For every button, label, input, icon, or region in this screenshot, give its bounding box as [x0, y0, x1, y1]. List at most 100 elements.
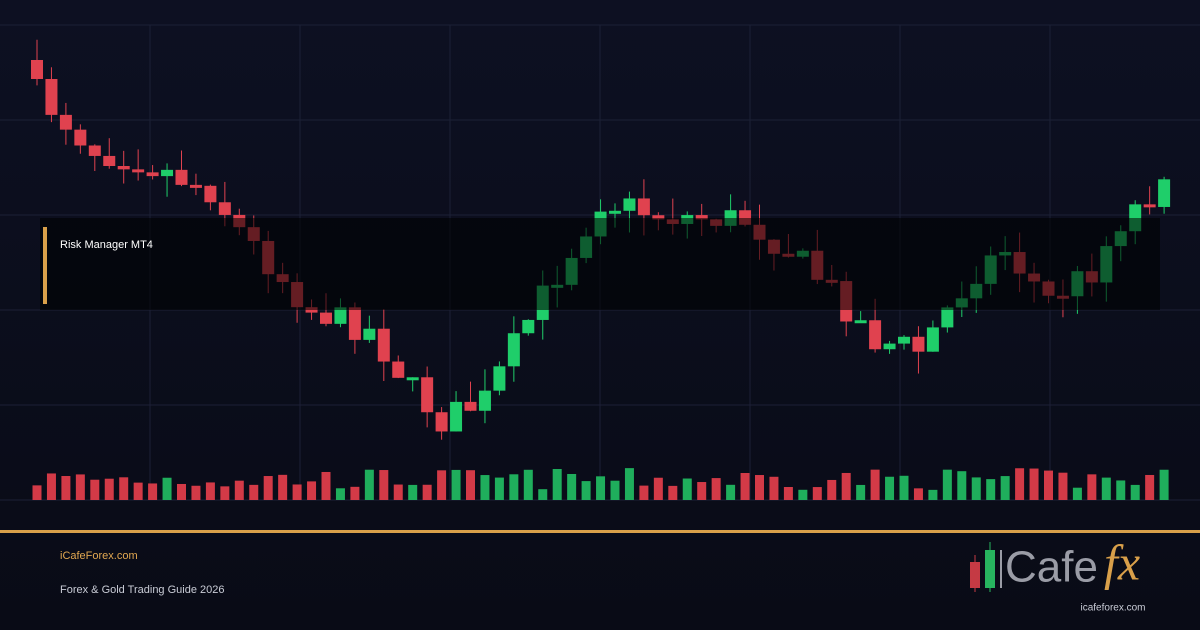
candle-body [161, 169, 174, 177]
candle-body [926, 327, 939, 352]
volume-bar [90, 479, 100, 500]
candle-body [941, 307, 954, 328]
candle-body [31, 60, 43, 80]
volume-bar [567, 473, 577, 500]
volume-bar [350, 486, 360, 500]
volume-bar [697, 482, 707, 500]
volume-bar [1159, 469, 1169, 500]
candle-body [377, 328, 390, 362]
candle-body [623, 198, 636, 211]
logo-stroke [1000, 550, 1002, 588]
volume-bar [75, 474, 85, 500]
volume-bar [928, 489, 938, 500]
volume-bar [1000, 476, 1010, 500]
volume-bar [119, 477, 129, 500]
volume-bar [523, 469, 533, 500]
overlay-panel [40, 218, 1160, 310]
candle-body [45, 79, 58, 115]
volume-bar [885, 476, 895, 500]
volume-bar [451, 469, 461, 500]
overlay-label: Risk Manager MT4 [60, 239, 153, 251]
volume-bar [249, 484, 259, 500]
volume-bar [1101, 477, 1111, 500]
logo-accent: fx [1104, 534, 1140, 590]
volume-bar [899, 475, 909, 500]
volume-bar [726, 484, 736, 500]
volume-bar [957, 471, 967, 500]
candle-body [464, 401, 477, 411]
candle-body [609, 210, 621, 214]
volume-bar [841, 472, 851, 500]
candle-body [348, 307, 361, 340]
candle-body [478, 390, 491, 411]
volume-bar [46, 473, 56, 500]
logo: Cafe fx icafeforex.com [970, 534, 1146, 614]
candle-body [883, 343, 896, 350]
candle-body [204, 185, 217, 203]
volume-bar [668, 485, 678, 500]
volume-bar [335, 488, 345, 500]
volume-bar [1116, 480, 1126, 500]
volume-bar [942, 469, 952, 500]
volume-bar [191, 485, 201, 500]
volume-bar [466, 470, 475, 500]
volume-bar [856, 484, 866, 500]
candle-body [117, 166, 130, 170]
volume-bar [1029, 468, 1039, 500]
candle-body [1143, 204, 1156, 208]
volume-bar [581, 481, 591, 500]
volume-bar [610, 480, 620, 500]
volume-bar [538, 489, 548, 500]
candle-body [146, 172, 159, 177]
volume-bar [1130, 484, 1140, 500]
candle-body [320, 312, 332, 324]
volume-bar [552, 469, 562, 500]
volume-bar [263, 476, 273, 500]
candle-body [88, 145, 101, 156]
candle-body [450, 401, 463, 432]
candle-body [103, 155, 116, 167]
volume-bar [177, 483, 186, 500]
volume-bar [61, 476, 71, 500]
candle-body [522, 319, 535, 334]
volume-bar [148, 483, 158, 500]
volume-bar [292, 484, 302, 500]
volume-bar [494, 477, 504, 500]
volume-bar [812, 487, 822, 500]
volume-bar [971, 477, 981, 500]
candle-body [175, 169, 188, 185]
candle-body [435, 412, 448, 432]
volume-bar [379, 470, 389, 500]
candle-body [869, 320, 882, 350]
volume-bar [986, 479, 996, 500]
volume-bar [827, 479, 837, 500]
footer-site: iCafeForex.com [60, 550, 138, 562]
volume-bar [408, 484, 418, 500]
volume-bar [321, 471, 331, 500]
candle-body [334, 307, 347, 324]
volume-bar [798, 489, 808, 500]
overlay-accent [43, 227, 47, 304]
candle-body [74, 129, 87, 146]
candle-body [132, 169, 145, 173]
volume-bar [393, 484, 403, 500]
volume-bar [711, 478, 721, 500]
volume-bar [682, 478, 692, 500]
volume-bar [509, 474, 519, 500]
candle-body [493, 366, 506, 391]
volume-bar [32, 485, 42, 500]
volume-bar [480, 475, 490, 500]
volume-bar [422, 484, 432, 500]
candle-body [652, 215, 665, 220]
footer-subtitle: Forex & Gold Trading Guide 2026 [60, 584, 224, 596]
candle-body [392, 361, 405, 378]
candle-body [189, 184, 202, 188]
candle-body [406, 377, 419, 381]
candle-body [637, 198, 650, 216]
candle-body [218, 202, 231, 215]
volume-bar [234, 480, 244, 500]
volume-bar [653, 477, 663, 500]
logo-candle [985, 550, 995, 588]
divider [0, 530, 1200, 533]
